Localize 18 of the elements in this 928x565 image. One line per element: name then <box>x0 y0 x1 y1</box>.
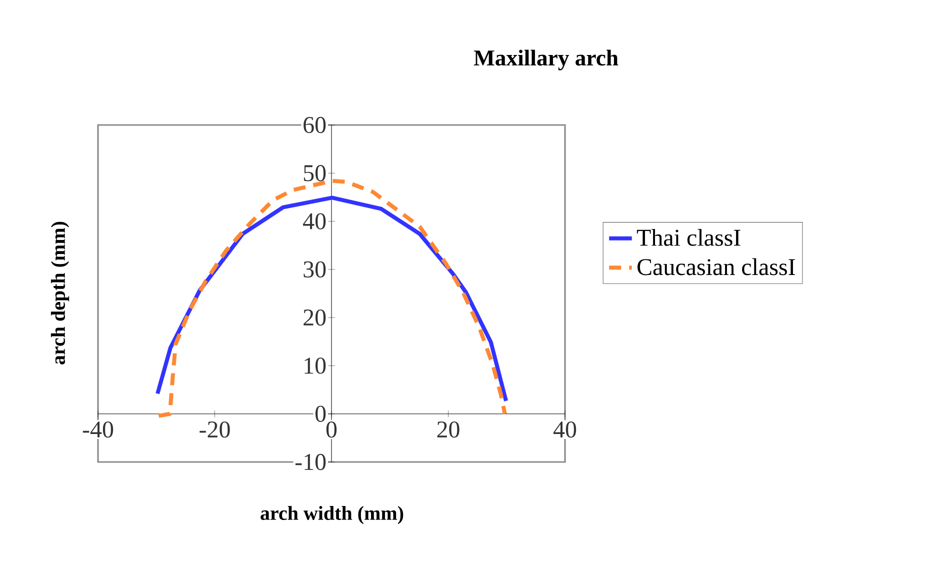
x-tick-label: 20 <box>437 421 460 438</box>
y-tick-label: 50 <box>304 165 326 182</box>
y-tick-label: 20 <box>304 309 326 326</box>
legend-label: Thai classI <box>636 228 740 246</box>
y-tick-label: 30 <box>304 261 326 278</box>
x-axis-title: arch width (mm) <box>260 506 404 524</box>
x-tick-label: 40 <box>553 421 576 438</box>
y-tick-label: 40 <box>303 213 326 230</box>
y-tick-label: 10 <box>304 358 326 374</box>
chart-title: Maxillary arch <box>474 50 618 70</box>
x-tick-label: -20 <box>200 421 230 438</box>
x-tick-label: 0 <box>326 421 337 438</box>
y-tick-label: 0 <box>315 406 326 422</box>
y-tick-label: -10 <box>295 454 326 470</box>
y-tick-label: 60 <box>304 116 326 134</box>
y-axis-title: arch depth (mm) <box>50 222 70 364</box>
legend-label: Caucasian classI <box>638 258 795 276</box>
x-tick-label: -40 <box>82 421 114 438</box>
